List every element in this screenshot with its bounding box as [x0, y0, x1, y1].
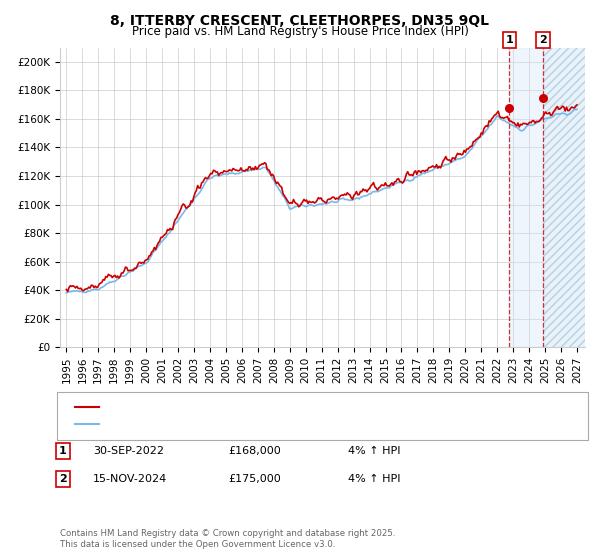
- Text: 1: 1: [59, 446, 67, 456]
- Text: 1: 1: [505, 35, 513, 45]
- Text: £175,000: £175,000: [228, 474, 281, 484]
- Text: 2: 2: [59, 474, 67, 484]
- Bar: [543, 48, 585, 347]
- Text: 4% ↑ HPI: 4% ↑ HPI: [348, 446, 401, 456]
- Bar: [509, 48, 543, 347]
- Text: 30-SEP-2022: 30-SEP-2022: [93, 446, 164, 456]
- Text: 8, ITTERBY CRESCENT, CLEETHORPES, DN35 9QL: 8, ITTERBY CRESCENT, CLEETHORPES, DN35 9…: [110, 14, 490, 28]
- Text: 8, ITTERBY CRESCENT, CLEETHORPES, DN35 9QL (semi-detached house): 8, ITTERBY CRESCENT, CLEETHORPES, DN35 9…: [105, 402, 484, 412]
- Text: £168,000: £168,000: [228, 446, 281, 456]
- Text: Contains HM Land Registry data © Crown copyright and database right 2025.
This d: Contains HM Land Registry data © Crown c…: [60, 529, 395, 549]
- Text: Price paid vs. HM Land Registry's House Price Index (HPI): Price paid vs. HM Land Registry's House …: [131, 25, 469, 38]
- Text: 4% ↑ HPI: 4% ↑ HPI: [348, 474, 401, 484]
- Text: 2: 2: [539, 35, 547, 45]
- Text: 15-NOV-2024: 15-NOV-2024: [93, 474, 167, 484]
- Text: HPI: Average price, semi-detached house, North East Lincolnshire: HPI: Average price, semi-detached house,…: [105, 419, 448, 429]
